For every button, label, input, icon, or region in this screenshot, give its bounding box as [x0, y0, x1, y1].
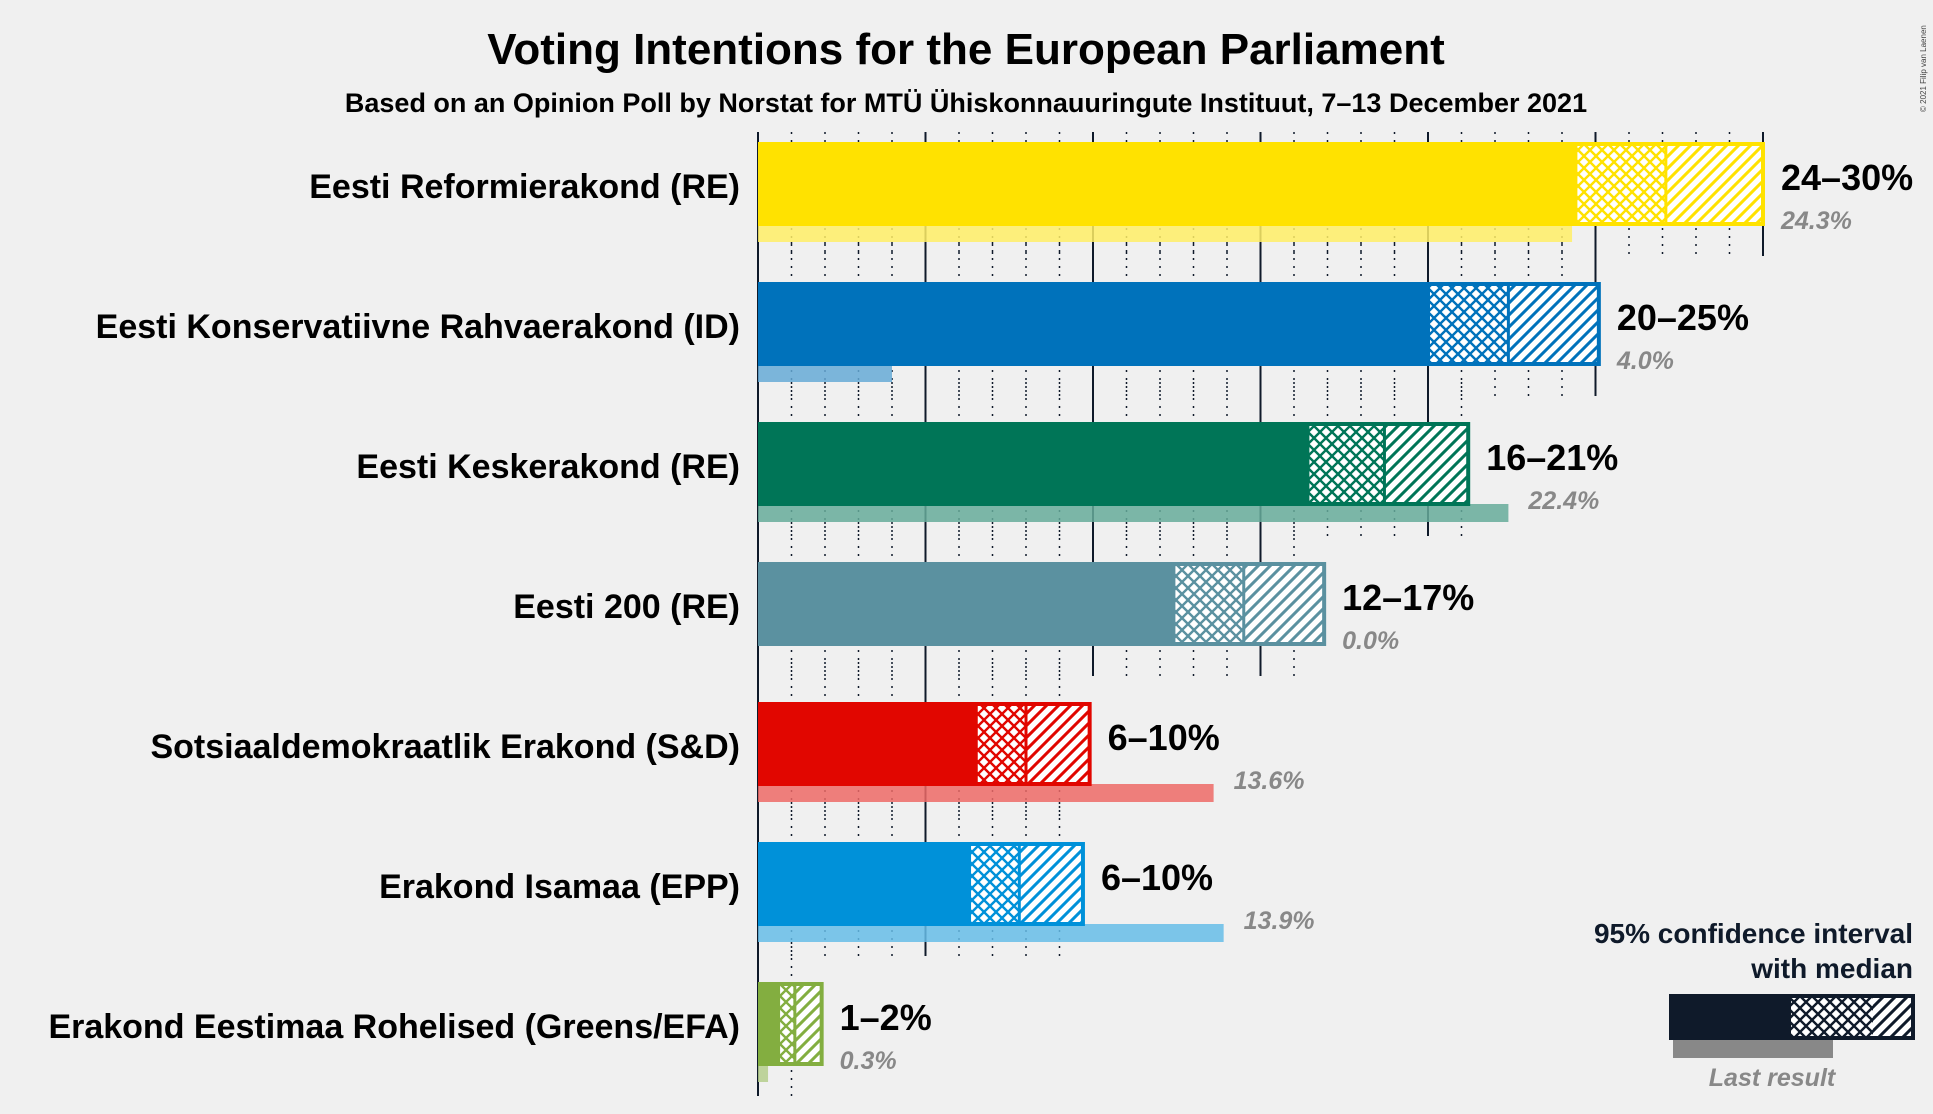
party-row: Eesti Keskerakond (RE) 16–21% 22.4%	[356, 422, 1618, 522]
chart-subtitle: Based on an Opinion Poll by Norstat for …	[345, 88, 1587, 118]
ci-outline	[973, 702, 1092, 786]
ci-solid-bar	[758, 982, 779, 1066]
ci-solid-bar	[758, 562, 1174, 646]
legend-line-2: with median	[1750, 953, 1913, 984]
party-row: Erakond Isamaa (EPP) 6–10% 13.9%	[379, 842, 1315, 942]
ci-outline	[776, 982, 824, 1066]
ci-solid-bar	[758, 422, 1308, 506]
legend-line-1: 95% confidence interval	[1594, 918, 1913, 949]
ci-outline	[1426, 282, 1601, 366]
ci-outline	[1305, 422, 1471, 506]
ci-lower-half	[1173, 562, 1244, 646]
last-result-label: 22.4%	[1527, 487, 1599, 515]
party-row: Eesti 200 (RE) 12–17% 0.0%	[513, 562, 1474, 655]
last-result-label: 0.3%	[840, 1047, 897, 1075]
last-result-bar	[758, 1064, 769, 1082]
range-label: 24–30%	[1781, 157, 1913, 198]
last-result-label: 0.0%	[1342, 627, 1399, 655]
ci-upper-half	[1384, 422, 1469, 506]
ci-upper-half	[1026, 702, 1090, 786]
ci-upper-half	[1665, 142, 1763, 226]
ci-lower-half	[1575, 142, 1666, 226]
party-label: Erakond Isamaa (EPP)	[379, 868, 740, 906]
ci-solid-bar	[758, 702, 976, 786]
ci-lower-half	[1428, 282, 1509, 366]
ci-lower-half	[1307, 422, 1385, 506]
range-label: 6–10%	[1101, 857, 1213, 898]
last-result-bar	[758, 924, 1224, 942]
ci-lower-half	[969, 842, 1020, 926]
ci-lower-half	[778, 982, 795, 1066]
ci-solid-bar	[758, 282, 1428, 366]
range-label: 12–17%	[1342, 577, 1474, 618]
ci-solid-bar	[758, 142, 1576, 226]
ci-outline	[967, 842, 1085, 926]
legend-ci-hatch	[1873, 996, 1913, 1038]
ci-outline	[1573, 142, 1766, 226]
party-row: Eesti Konservatiivne Rahvaerakond (ID) 20…	[96, 282, 1749, 382]
last-result-label: 24.3%	[1780, 207, 1852, 235]
ci-upper-half	[1019, 842, 1083, 926]
last-result-bar	[758, 504, 1509, 522]
last-result-label: 13.6%	[1234, 767, 1305, 795]
copyright-notice: © 2021 Filip van Laenen	[1919, 25, 1928, 112]
ci-upper-half	[1508, 282, 1599, 366]
last-result-bar	[758, 784, 1214, 802]
range-label: 6–10%	[1108, 717, 1220, 758]
ci-solid-bar	[758, 842, 970, 926]
range-label: 1–2%	[840, 997, 932, 1038]
range-label: 20–25%	[1617, 297, 1749, 338]
ci-lower-half	[975, 702, 1026, 786]
legend-last-result-label: Last result	[1709, 1064, 1837, 1092]
legend-ci-cross	[1791, 996, 1873, 1038]
party-label: Erakond Eestimaa Rohelised (Greens/EFA)	[48, 1008, 740, 1046]
party-label: Eesti 200 (RE)	[513, 588, 740, 626]
party-label: Sotsiaaldemokraatlik Erakond (S&D)	[150, 728, 740, 766]
chart-title: Voting Intentions for the European Parli…	[487, 25, 1445, 74]
last-result-label: 13.9%	[1244, 907, 1315, 935]
legend: 95% confidence interval with median Last…	[1594, 918, 1915, 1092]
bars: Eesti Reformierakond (RE) 24–30%24.3%Eest…	[48, 142, 1913, 1082]
last-result-label: 4.0%	[1616, 347, 1674, 375]
party-row: Eesti Reformierakond (RE) 24–30% 24.3%	[309, 142, 1913, 242]
party-row: Erakond Eestimaa Rohelised (Greens/EFA) 1…	[48, 982, 932, 1082]
ci-upper-half	[794, 982, 822, 1066]
party-row: Sotsiaaldemokraatlik Erakond (S&D) 6–10% 1…	[150, 702, 1304, 802]
range-label: 16–21%	[1486, 437, 1618, 478]
last-result-bar	[758, 364, 892, 382]
party-label: Eesti Konservatiivne Rahvaerakond (ID)	[96, 308, 740, 346]
legend-ci-outline	[1669, 994, 1915, 1040]
ci-outline	[1171, 562, 1327, 646]
party-label: Eesti Keskerakond (RE)	[356, 448, 740, 486]
ci-upper-half	[1243, 562, 1325, 646]
party-label: Eesti Reformierakond (RE)	[309, 168, 740, 206]
last-result-bar	[758, 224, 1573, 242]
